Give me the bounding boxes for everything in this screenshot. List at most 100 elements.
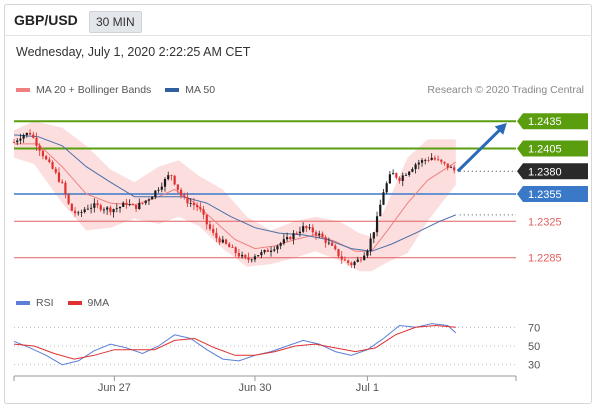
candle-body <box>67 194 70 204</box>
candle-body <box>427 159 430 161</box>
candle-body <box>192 203 196 206</box>
candle-body <box>176 184 179 190</box>
candle-body <box>269 250 273 252</box>
candle-body <box>266 250 269 252</box>
candle-body <box>170 175 173 176</box>
candle-body <box>221 239 224 243</box>
rsi-series-rsi <box>13 323 457 366</box>
candle-body <box>298 231 302 234</box>
candle-body <box>292 233 295 240</box>
ma20-swatch <box>16 88 30 92</box>
level-tag-bg-1 <box>517 140 588 157</box>
candle-body <box>279 243 282 246</box>
candle-body <box>22 134 25 139</box>
candle-body <box>430 157 433 161</box>
candle-body <box>28 132 32 135</box>
candle-body <box>356 259 359 262</box>
candle-body <box>260 252 263 256</box>
candle-body <box>138 203 141 210</box>
candle-body <box>38 145 41 151</box>
candle-body <box>224 239 228 244</box>
candle-body <box>189 203 192 204</box>
candle-body <box>54 168 57 173</box>
candle-body <box>340 256 343 260</box>
candle-body <box>99 205 102 210</box>
ma20-legend-label: MA 20 + Bollinger Bands <box>36 84 152 96</box>
candle-body <box>208 224 212 229</box>
candle-body <box>93 203 96 208</box>
candle-body <box>436 159 440 161</box>
projection-arrow-head <box>494 122 507 135</box>
candle-body <box>250 259 253 261</box>
candle-body <box>302 226 305 232</box>
candle-body <box>337 249 340 257</box>
candle-body <box>77 212 80 214</box>
candle-body <box>51 162 54 169</box>
candle-body <box>57 172 61 182</box>
timeframe-button[interactable]: 30 MIN <box>89 11 142 33</box>
candle-body <box>215 232 218 239</box>
candle-body <box>83 209 86 213</box>
candle-body <box>401 175 404 181</box>
candle-body <box>417 162 420 165</box>
candle-body <box>408 171 411 175</box>
candle-body <box>212 228 215 233</box>
candle-body <box>90 207 93 209</box>
candle-body <box>375 216 379 233</box>
candle-body <box>318 233 321 236</box>
candle-body <box>131 204 134 205</box>
rsi-swatch <box>16 301 30 305</box>
candle-body <box>35 137 38 146</box>
candle-body <box>151 196 154 200</box>
level-tag-bg-3 <box>517 186 588 202</box>
rsi-series-9ma <box>13 324 456 360</box>
rsi-tick-label-1: 50 <box>528 341 540 353</box>
candle-body <box>247 257 250 260</box>
ma50-legend-label: MA 50 <box>185 84 216 96</box>
candle-body <box>109 207 112 213</box>
candle-body <box>48 159 51 163</box>
level-tag-bg-0 <box>517 113 588 130</box>
level-tag-label-5: 1.2285 <box>528 253 562 265</box>
candle-body <box>276 245 279 250</box>
level-tag-label-0: 1.2435 <box>528 116 562 128</box>
candle-body <box>183 195 186 198</box>
candle-body <box>154 190 157 197</box>
copyright: Research © 2020 Trading Central <box>427 84 584 96</box>
candle-body <box>163 179 167 187</box>
candle-body <box>41 150 45 157</box>
candle-body <box>273 249 276 251</box>
candle-body <box>440 159 443 162</box>
level-tag-label-1: 1.2405 <box>528 144 562 156</box>
rsi-legend-label: RSI <box>36 297 54 309</box>
rsi-tick-label-2: 30 <box>528 360 540 372</box>
candle-body <box>343 259 347 261</box>
candle-body <box>433 157 436 160</box>
rsi-tick-label-0: 70 <box>528 322 540 334</box>
candle-body <box>314 232 318 236</box>
candle-body <box>453 167 456 171</box>
ma20-line <box>14 143 457 252</box>
candle-body <box>16 140 19 143</box>
rsi-ma-legend-label: 9MA <box>87 297 110 309</box>
candle-body <box>388 174 391 184</box>
candle-body <box>244 254 247 258</box>
candle-body <box>64 182 67 195</box>
level-tag-label-2: 1.2380 <box>528 166 562 178</box>
main-legend: MA 20 + Bollinger Bands MA 50 <box>16 84 215 96</box>
candle-body <box>128 204 131 205</box>
candle-body <box>202 209 205 215</box>
candle-body <box>321 233 324 238</box>
candle-body <box>379 204 382 217</box>
candle-body <box>295 233 298 234</box>
candle-body <box>285 237 289 240</box>
candle-body <box>263 250 266 253</box>
candle-body <box>443 161 446 164</box>
datetime-label: Wednesday, July 1, 2020 2:22:25 AM CET <box>16 45 251 59</box>
candle-body <box>186 197 189 204</box>
candle-body <box>282 239 285 244</box>
candle-body <box>218 238 221 243</box>
candle-body <box>257 255 260 257</box>
candle-body <box>234 247 237 254</box>
